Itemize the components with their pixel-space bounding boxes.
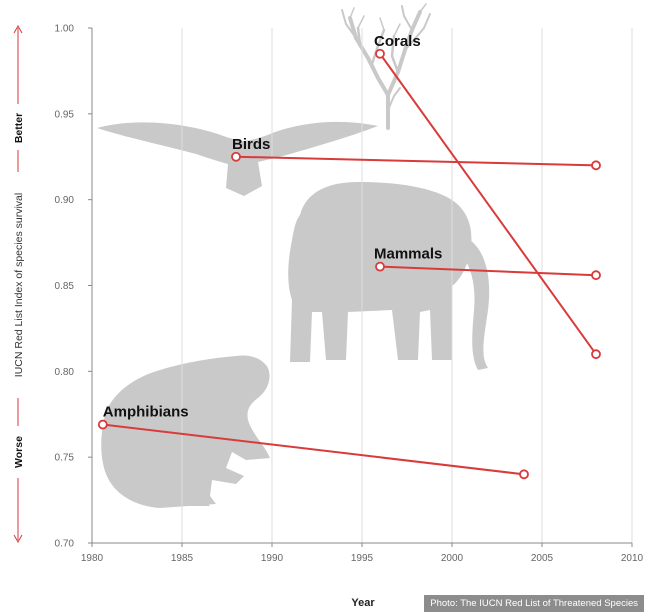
birds-series-label: Birds	[232, 136, 270, 153]
frog-icon	[101, 355, 270, 508]
series-lines	[97, 48, 601, 480]
x-tick-label: 2000	[441, 553, 464, 564]
y-tick-label: 0.95	[55, 109, 75, 120]
y-tick-label: 1.00	[55, 24, 75, 35]
y-tick-label: 0.70	[55, 539, 75, 550]
y-tick-label: 0.85	[55, 281, 75, 292]
birds-point-start	[231, 151, 241, 162]
y-axis-worse-label: Worse	[13, 436, 25, 468]
x-tick-label: 1985	[171, 553, 194, 564]
x-tick-label: 2005	[531, 553, 554, 564]
elephant-icon	[288, 182, 490, 370]
x-tick-label: 1990	[261, 553, 284, 564]
mammals-series-line	[379, 265, 597, 277]
x-axis-title: Year	[351, 597, 375, 609]
x-tick-label: 1980	[81, 553, 104, 564]
corals-series-label: Corals	[374, 33, 421, 50]
y-tick-label: 0.80	[55, 367, 75, 378]
corals-point-end	[591, 349, 601, 360]
series-labels: Corals Birds Mammals Amphibians	[103, 33, 443, 421]
mammals-point-start	[375, 261, 385, 272]
x-tick-label: 1995	[351, 553, 374, 564]
y-axis-annotation: Better IUCN Red List Index of species su…	[13, 24, 25, 544]
down-arrow-icon	[13, 534, 23, 544]
y-tick-label: 0.75	[55, 453, 75, 464]
corals-point-start	[375, 48, 385, 59]
photo-credit: Photo: The IUCN Red List of Threatened S…	[424, 595, 644, 612]
amphibians-point-start	[97, 419, 108, 430]
birds-point-end	[591, 160, 601, 171]
mammals-point-end	[591, 270, 601, 281]
x-tick-label: 2010	[621, 553, 644, 564]
corals-series-line	[379, 53, 597, 355]
y-axis-title: IUCN Red List Index of species survival	[13, 193, 25, 377]
mammals-series-label: Mammals	[374, 246, 442, 263]
gridlines	[181, 28, 633, 543]
amphibians-series-line	[102, 423, 525, 476]
amphibians-series-label: Amphibians	[103, 404, 189, 421]
amphibians-point-end	[519, 469, 529, 480]
y-tick-label: 0.90	[55, 195, 75, 206]
coral-icon	[341, 3, 431, 130]
axes: 1980 1985 1990 1995 2000 2005 2010 0.70 0.75 0.80…	[55, 24, 644, 565]
birds-series-line	[235, 155, 597, 167]
y-axis-better-label: Better	[13, 113, 25, 143]
up-arrow-icon	[13, 24, 23, 34]
